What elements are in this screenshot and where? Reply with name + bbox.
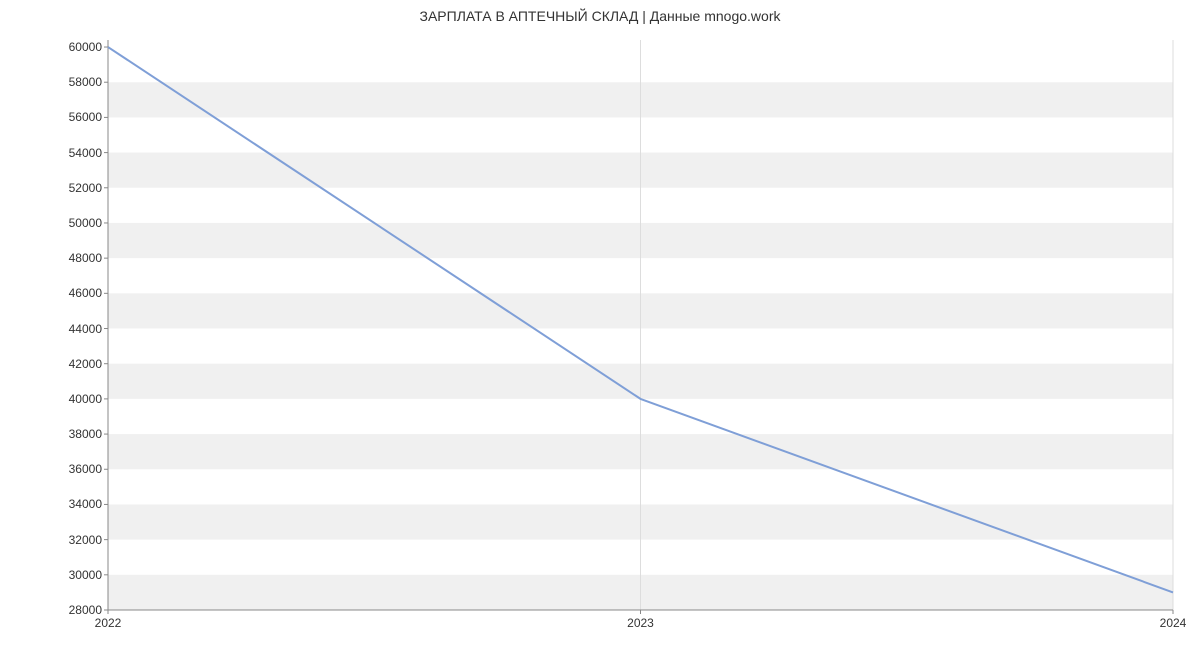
y-tick-label: 28000 — [69, 603, 102, 617]
y-tick-label: 42000 — [69, 357, 102, 371]
y-tick-label: 44000 — [69, 322, 102, 336]
chart-title: ЗАРПЛАТА В АПТЕЧНЫЙ СКЛАД | Данные mnogo… — [0, 8, 1200, 24]
y-tick-label: 30000 — [69, 568, 102, 582]
plot-svg — [108, 40, 1173, 610]
y-tick-label: 38000 — [69, 427, 102, 441]
x-tick-label: 2024 — [1160, 616, 1187, 630]
x-tick-label: 2022 — [95, 616, 122, 630]
y-tick-label: 34000 — [69, 497, 102, 511]
y-tick-label: 58000 — [69, 75, 102, 89]
line-chart: ЗАРПЛАТА В АПТЕЧНЫЙ СКЛАД | Данные mnogo… — [0, 0, 1200, 650]
y-tick-label: 40000 — [69, 392, 102, 406]
plot-area: 2800030000320003400036000380004000042000… — [108, 40, 1173, 610]
y-tick-label: 54000 — [69, 146, 102, 160]
y-tick-label: 50000 — [69, 216, 102, 230]
y-tick-label: 32000 — [69, 533, 102, 547]
y-tick-label: 60000 — [69, 40, 102, 54]
y-tick-label: 36000 — [69, 462, 102, 476]
x-tick-label: 2023 — [627, 616, 654, 630]
y-tick-label: 56000 — [69, 110, 102, 124]
y-tick-label: 46000 — [69, 286, 102, 300]
y-tick-label: 48000 — [69, 251, 102, 265]
y-tick-label: 52000 — [69, 181, 102, 195]
